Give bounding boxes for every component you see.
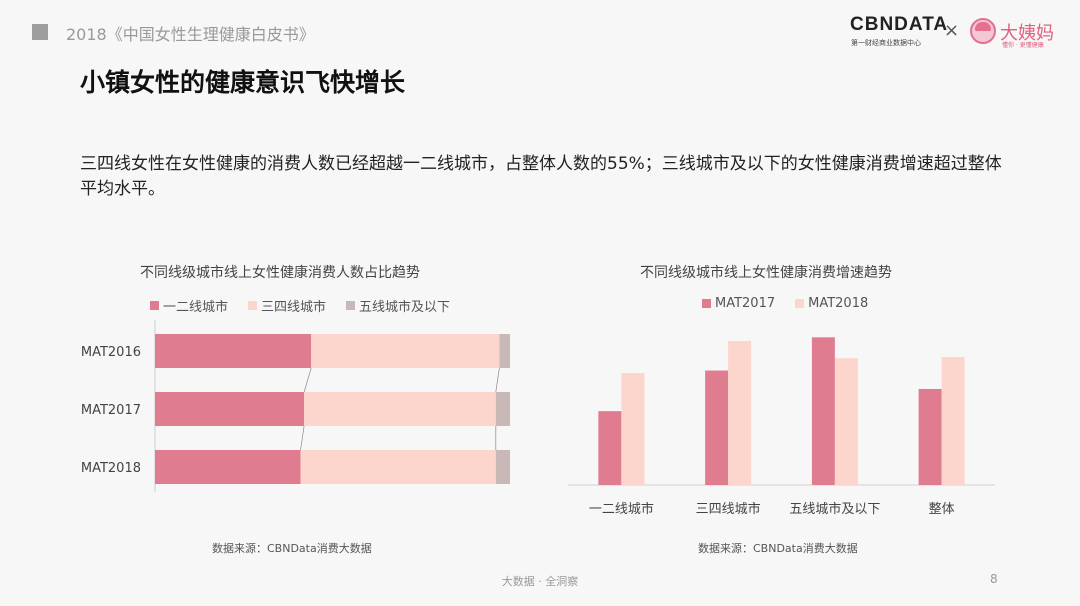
legend-label: 一二线城市 bbox=[163, 300, 229, 315]
right-chart-source: 数据来源：CBNData消费大数据 bbox=[698, 542, 858, 555]
page-number: 8 bbox=[990, 572, 998, 586]
category-tick-label: 一二线城市 bbox=[589, 501, 654, 517]
left-stacked-bar-chart: MAT2016 MAT2017 MAT2018 bbox=[81, 320, 510, 492]
right-chart-legend: MAT2017 MAT2018 bbox=[702, 296, 888, 311]
right-chart-title: 不同线级城市线上女性健康消费增速趋势 bbox=[640, 265, 892, 281]
legend-swatch-icon bbox=[346, 301, 356, 310]
logo-separator: × bbox=[944, 20, 960, 41]
header-square-icon bbox=[32, 24, 48, 40]
bar bbox=[621, 373, 645, 485]
left-chart-source: 数据来源：CBNData消费大数据 bbox=[212, 542, 372, 555]
category-tick-label: 三四线城市 bbox=[696, 501, 761, 517]
legend-item-tier5: 五线城市及以下 bbox=[346, 296, 450, 315]
bar bbox=[941, 357, 965, 485]
slide-title: 小镇女性的健康意识飞快增长 bbox=[80, 68, 406, 97]
legend-label: 五线城市及以下 bbox=[359, 300, 451, 315]
category-tick-label: MAT2018 bbox=[81, 461, 141, 476]
report-title: 2018《中国女性生理健康白皮书》 bbox=[66, 25, 315, 44]
legend-swatch-icon bbox=[248, 301, 258, 310]
bar bbox=[728, 341, 752, 485]
category-tick-label: MAT2016 bbox=[81, 345, 141, 360]
legend-item-mat2017: MAT2017 bbox=[702, 296, 775, 311]
cbndata-logo: CBNDATA bbox=[850, 14, 949, 35]
bar-segment bbox=[300, 450, 496, 484]
bar-segment bbox=[304, 392, 496, 426]
legend-item-tier34: 三四线城市 bbox=[248, 296, 326, 315]
bar-segment bbox=[311, 334, 500, 368]
bar-segment bbox=[499, 334, 510, 368]
bar-segment bbox=[155, 392, 305, 426]
dayima-face-icon bbox=[970, 18, 996, 44]
left-chart-legend: 一二线城市 三四线城市 五线城市及以下 bbox=[150, 296, 470, 315]
legend-swatch-icon bbox=[150, 301, 159, 310]
legend-item-tier12: 一二线城市 bbox=[150, 296, 228, 315]
right-grouped-bar-chart: 一二线城市 三四线城市 五线城市及以下 整体 bbox=[568, 337, 995, 517]
legend-swatch-icon bbox=[702, 299, 711, 308]
legend-label: 三四线城市 bbox=[261, 300, 327, 315]
bar-segment bbox=[495, 450, 510, 484]
footer-tagline: 大数据 · 全洞察 bbox=[501, 575, 579, 588]
category-tick-label: 整体 bbox=[929, 502, 955, 517]
dayima-logo: 大姨妈 bbox=[1000, 23, 1054, 44]
series-connector-line bbox=[303, 367, 312, 393]
left-chart-title: 不同线级城市线上女性健康消费人数占比趋势 bbox=[140, 265, 420, 281]
series-connector-line bbox=[495, 367, 500, 393]
legend-label: MAT2018 bbox=[808, 296, 869, 311]
bar bbox=[918, 389, 942, 485]
dayima-logo-subtitle: 懂你 · 更懂健康 bbox=[1002, 42, 1044, 49]
series-connector-line bbox=[300, 425, 305, 451]
bar bbox=[705, 370, 729, 485]
legend-swatch-icon bbox=[795, 299, 805, 308]
legend-label: MAT2017 bbox=[715, 296, 776, 311]
cbndata-logo-subtitle: 第一财经商业数据中心 bbox=[851, 39, 921, 47]
bar-segment bbox=[155, 450, 301, 484]
bar-segment bbox=[495, 392, 510, 426]
bar-segment bbox=[155, 334, 312, 368]
slide-description: 三四线女性在女性健康的消费人数已经超越一二线城市，占整体人数的55%；三线城市及… bbox=[80, 154, 1002, 199]
bar bbox=[598, 411, 622, 485]
bar bbox=[834, 358, 858, 485]
bar bbox=[811, 337, 835, 485]
category-tick-label: 五线城市及以下 bbox=[789, 501, 880, 517]
category-tick-label: MAT2017 bbox=[81, 403, 141, 418]
legend-item-mat2018: MAT2018 bbox=[795, 296, 868, 311]
